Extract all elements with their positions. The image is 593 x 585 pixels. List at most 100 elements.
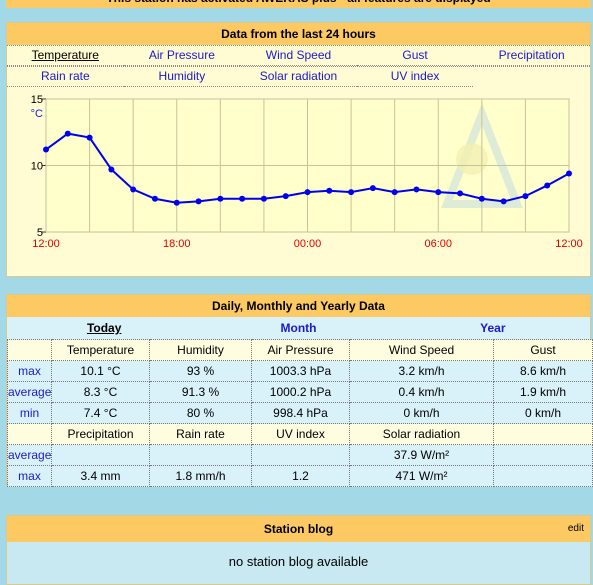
cell: 37.9 W/m²	[349, 444, 494, 466]
tabs: Temperature Air Pressure Wind Speed Gust Pre…	[7, 45, 590, 87]
cell	[7, 339, 52, 361]
x-tick-label: 18:00	[163, 238, 191, 250]
point	[391, 189, 398, 196]
cell	[493, 444, 593, 466]
point	[239, 195, 246, 202]
cell: 91.3 %	[149, 381, 252, 403]
tab-row: Temperature Air Pressure Wind Speed Gust Pre…	[7, 45, 590, 66]
cell: 0 km/h	[493, 402, 593, 424]
point	[478, 195, 485, 202]
data-row: average 8.3 °C 91.3 % 1000.2 hPa 0.4 km/h 1.9…	[7, 381, 593, 403]
tab[interactable]: Precipitation	[473, 46, 590, 66]
row-label: max	[7, 360, 52, 382]
y-tick-label: 15	[31, 94, 43, 106]
point	[326, 187, 333, 194]
cell	[51, 444, 150, 466]
blog-message: no station blog available	[228, 554, 369, 569]
cell: 1000.2 hPa	[251, 381, 350, 403]
point	[544, 182, 551, 189]
y-tick-label: 5	[37, 227, 43, 239]
point	[130, 186, 137, 193]
column-header	[493, 423, 593, 445]
period[interactable]: Today	[86, 321, 122, 335]
x-tick-label: 00:00	[294, 238, 322, 250]
cell: 998.4 hPa	[251, 402, 350, 424]
column-header: Precipitation	[51, 423, 150, 445]
banner: This station has activated AWEKAS plus -…	[6, 0, 591, 8]
y-unit: °C	[31, 108, 43, 120]
point	[348, 189, 355, 196]
tab[interactable]: Solar radiation	[240, 67, 357, 87]
chart-panel: Data from the last 24 hours Temperature A…	[6, 22, 591, 277]
point	[457, 190, 464, 197]
cell: 1.9 km/h	[493, 381, 593, 403]
column-header: Wind Speed	[349, 339, 494, 361]
point	[151, 195, 158, 202]
point	[260, 195, 267, 202]
tab-row: Rain rate Humidity Solar radiation UV index	[7, 66, 590, 87]
y-tick-label: 10	[31, 161, 43, 173]
column-header: Solar radiation	[349, 423, 494, 445]
cell: 3.2 km/h	[349, 360, 494, 382]
row-label: average	[7, 444, 52, 466]
point	[282, 193, 289, 200]
column-header: Gust	[493, 339, 593, 361]
point	[43, 146, 49, 153]
point	[435, 189, 442, 196]
cell: 8.3 °C	[51, 381, 150, 403]
tab[interactable]: Humidity	[123, 67, 241, 87]
tab[interactable]: Gust	[356, 46, 474, 66]
column-header: Rain rate	[149, 423, 252, 445]
column-header: Air Pressure	[251, 339, 350, 361]
tab[interactable]: Air Pressure	[123, 46, 241, 66]
cell: 8.6 km/h	[493, 360, 593, 382]
cell: 1.8 mm/h	[149, 465, 252, 487]
cell: 80 %	[149, 402, 252, 424]
tab[interactable]: UV index	[356, 67, 474, 87]
cell: 3.4 mm	[51, 465, 150, 487]
blog-title: Station blog	[263, 522, 334, 536]
point	[64, 130, 71, 137]
edit-link[interactable]: edit	[567, 523, 584, 534]
cell: 1.2	[251, 465, 350, 487]
cell: 0.4 km/h	[349, 381, 494, 403]
panel-title: Station blog edit	[7, 516, 590, 542]
tab[interactable]: Temperature	[7, 46, 124, 66]
cell: 1003.3 hPa	[251, 360, 350, 382]
row-label: average	[7, 381, 52, 403]
data-row: max 3.4 mm 1.8 mm/h 1.2 471 W/m²	[7, 465, 593, 487]
period[interactable]: Month	[280, 321, 317, 335]
panel-title: Daily, Monthly and Yearly Data	[7, 295, 590, 317]
cell	[493, 465, 593, 487]
x-tick-label: 12:00	[555, 238, 583, 250]
data-table: Temperature Humidity Air Pressure Wind Spee…	[7, 339, 593, 487]
cell	[251, 444, 350, 466]
point	[108, 166, 115, 173]
cell: 471 W/m²	[349, 465, 494, 487]
panel-title: Data from the last 24 hours	[7, 23, 590, 45]
tab[interactable]: Wind Speed	[240, 46, 357, 66]
header-row: Precipitation Rain rate UV index Solar radi…	[7, 423, 593, 445]
data-row: max 10.1 °C 93 % 1003.3 hPa 3.2 km/h 8.6 km/h	[7, 360, 593, 382]
point	[304, 189, 311, 196]
period[interactable]: Year	[480, 321, 506, 335]
chart: 5 10 15 °C 12:00 18:00 00:00 06:00 12:00	[31, 94, 583, 250]
row-label: max	[7, 465, 52, 487]
cell: 0 km/h	[349, 402, 494, 424]
header-row: Temperature Humidity Air Pressure Wind Spee…	[7, 339, 593, 361]
data-row: min 7.4 °C 80 % 998.4 hPa 0 km/h 0 km/h	[7, 402, 593, 424]
point	[413, 186, 420, 193]
tab[interactable]: Rain rate	[7, 67, 124, 87]
point	[369, 185, 376, 192]
data-row: average 37.9 W/m²	[7, 444, 593, 466]
point	[195, 198, 202, 205]
column-header: Temperature	[51, 339, 150, 361]
column-header: UV index	[251, 423, 350, 445]
watermark	[456, 143, 488, 175]
point	[522, 193, 529, 200]
summary-panel: Daily, Monthly and Yearly Data Today Mont…	[6, 294, 593, 487]
cell: 7.4 °C	[51, 402, 150, 424]
point	[173, 199, 180, 206]
cell: 93 %	[149, 360, 252, 382]
tables: Temperature Humidity Air Pressure Wind Spee…	[7, 339, 593, 487]
